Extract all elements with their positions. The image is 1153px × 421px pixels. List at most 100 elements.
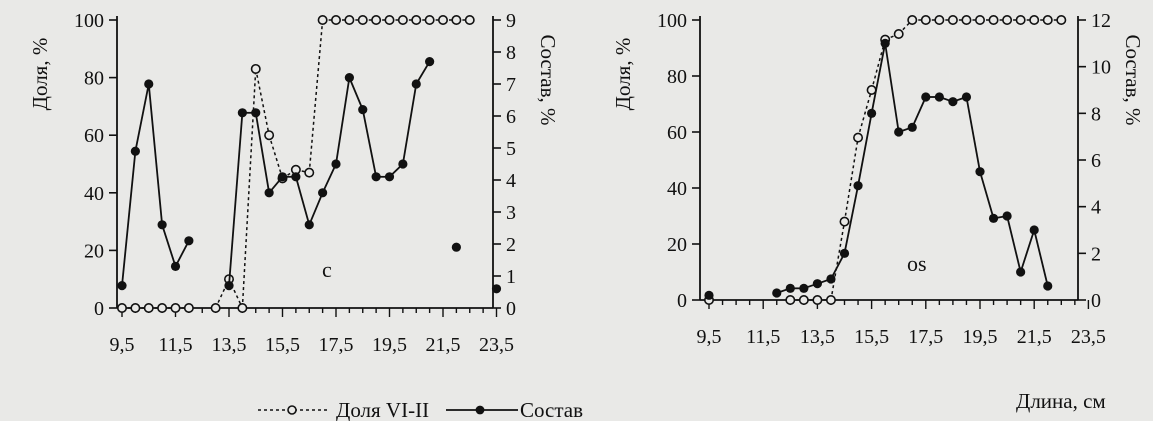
left-tick-label: 100 — [657, 10, 687, 32]
right-tick-label: 12 — [1091, 10, 1111, 32]
sostav-point — [117, 281, 127, 291]
sostav-point — [344, 73, 354, 83]
right-tick-label: 3 — [506, 202, 516, 224]
dolya-series-segment — [241, 68, 257, 309]
sostav-point — [1043, 281, 1053, 291]
dolya-point — [397, 15, 408, 25]
dolya-point — [893, 28, 904, 39]
right-tick-label: 6 — [1091, 150, 1101, 172]
sostav-series-segment — [134, 83, 150, 152]
sostav-series-segment — [830, 252, 846, 280]
sostav-series-segment — [1033, 229, 1049, 287]
dolya-point — [157, 302, 168, 313]
sostav-point — [772, 288, 782, 298]
left-tick-label: 100 — [74, 10, 104, 32]
dolya-point — [1015, 15, 1026, 25]
sostav-point — [894, 127, 904, 137]
sostav-series-segment — [335, 77, 351, 165]
sostav-point — [411, 79, 421, 89]
dolya-point — [988, 15, 999, 25]
x-tick-label: 11,5 — [746, 326, 780, 348]
x-tick-label: 17,5 — [908, 326, 943, 348]
x-tick-label: 13,5 — [800, 326, 835, 348]
legend-label-dolya: Доля VI-II — [336, 398, 429, 421]
sostav-point — [491, 284, 502, 294]
dolya-point — [183, 302, 194, 313]
dolya-point — [853, 132, 864, 143]
sostav-point — [425, 57, 435, 67]
x-tick-label: 17,5 — [319, 334, 354, 356]
dolya-point — [250, 63, 261, 74]
sostav-series-segment — [870, 43, 887, 114]
sostav-point — [880, 38, 890, 48]
dolya-point — [424, 15, 435, 25]
x-tick-label: 13,5 — [212, 334, 247, 356]
x-tick-label: 21,5 — [1017, 326, 1052, 348]
legend-item-dolya: Доля VI-II — [258, 398, 429, 421]
left-tick-label: 20 — [84, 240, 104, 262]
sostav-point — [785, 283, 795, 293]
sostav-point — [853, 181, 863, 191]
dolya-point — [451, 15, 462, 25]
sostav-series-segment — [979, 171, 995, 219]
sostav-point — [371, 172, 381, 182]
left-tick-label: 60 — [667, 122, 687, 144]
y-right-axis-title: Состав, % — [536, 34, 560, 125]
right-tick-label: 7 — [506, 74, 516, 96]
sostav-point — [358, 105, 368, 115]
left-tick-label: 60 — [84, 125, 104, 147]
x-tick-label: 9,5 — [110, 334, 135, 356]
panel-label: c — [322, 257, 332, 282]
legend: Доля VI-II Состав — [258, 398, 583, 421]
left-tick-label: 0 — [677, 290, 687, 312]
sostav-point — [451, 242, 461, 252]
left-tick-label: 20 — [667, 234, 687, 256]
sostav-series-segment — [147, 83, 164, 225]
dolya-point — [934, 15, 945, 25]
sostav-point — [826, 274, 836, 284]
right-tick-label: 5 — [506, 138, 516, 160]
dolya-series-segment — [857, 89, 873, 138]
left-tick-label: 80 — [84, 68, 104, 90]
sostav-point — [237, 108, 247, 118]
legend-filled-marker — [475, 405, 485, 415]
x-tick-label: 23,5 — [479, 334, 514, 356]
left-tick-label: 40 — [667, 178, 687, 200]
dolya-point — [357, 15, 368, 25]
dolya-point — [961, 15, 972, 25]
panel-os: 0 20 40 60 80 100 0 2 4 6 8 10 12 9,5 11,5 13,5 15,5 17,5… — [611, 10, 1145, 348]
dolya-series-segment — [268, 134, 284, 179]
right-tick-label: 2 — [1091, 243, 1101, 265]
sostav-series-segment — [321, 163, 337, 194]
sostav-point — [934, 92, 944, 102]
right-tick-label: 8 — [506, 42, 516, 64]
sostav-point — [384, 172, 395, 182]
sostav-series-segment — [1006, 215, 1022, 273]
sostav-point — [144, 79, 154, 89]
x-tick-label: 21,5 — [426, 334, 461, 356]
right-tick-label: 6 — [506, 106, 516, 128]
dolya-point — [237, 302, 248, 313]
dolya-point — [330, 15, 341, 25]
sostav-point — [988, 213, 999, 223]
sostav-point — [304, 220, 314, 230]
dolya-point — [317, 15, 328, 25]
sostav-point — [867, 108, 877, 118]
x-tick-label: 19,5 — [372, 334, 407, 356]
dolya-point — [866, 85, 877, 96]
dolya-point — [825, 294, 836, 305]
sostav-series-segment — [843, 185, 859, 254]
x-tick-label: 9,5 — [697, 326, 722, 348]
x-axis-title: Длина, см — [1016, 389, 1106, 413]
dolya-point — [947, 15, 958, 25]
dolya-point — [1029, 15, 1040, 25]
y-right-axis-title: Состав, % — [1121, 34, 1145, 125]
right-tick-label: 0 — [1091, 290, 1101, 312]
dolya-point — [1056, 15, 1067, 25]
dolya-point — [1002, 15, 1013, 25]
sostav-point — [839, 248, 850, 258]
sostav-point — [1002, 211, 1012, 221]
right-tick-label: 8 — [1091, 103, 1101, 125]
sostav-point — [224, 281, 234, 291]
